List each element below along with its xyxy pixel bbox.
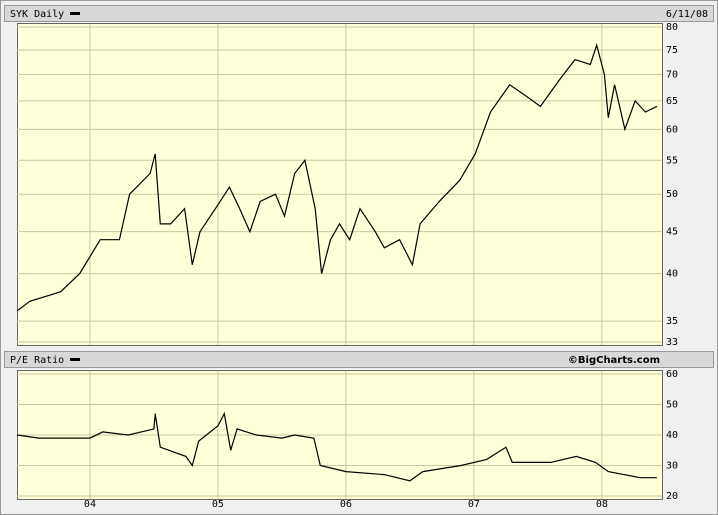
x-tick-label: 08 bbox=[596, 499, 608, 510]
plot-area bbox=[17, 23, 663, 346]
y-tick-label: 35 bbox=[666, 316, 678, 327]
y-tick-label: 75 bbox=[666, 45, 678, 56]
y-tick-label: 50 bbox=[666, 400, 678, 411]
chart-title: SYK Daily bbox=[10, 9, 64, 20]
y-tick-label: 65 bbox=[666, 96, 678, 107]
y-tick-label: 70 bbox=[666, 70, 678, 81]
y-tick-label: 60 bbox=[666, 124, 678, 135]
x-tick-label: 07 bbox=[468, 499, 480, 510]
y-tick-label: 50 bbox=[666, 189, 678, 200]
legend-swatch bbox=[70, 12, 80, 15]
y-tick-label: 80 bbox=[666, 22, 678, 33]
y-tick-label: 55 bbox=[666, 155, 678, 166]
header-bar bbox=[4, 5, 714, 22]
y-tick-label: 60 bbox=[666, 369, 678, 380]
y-tick-label: 40 bbox=[666, 269, 678, 280]
y-tick-label: 33 bbox=[666, 337, 678, 348]
y-tick-label: 20 bbox=[666, 491, 678, 502]
y-tick-label: 45 bbox=[666, 227, 678, 238]
chart-title: P/E Ratio bbox=[10, 355, 64, 366]
y-tick-label: 40 bbox=[666, 430, 678, 441]
price-line bbox=[16, 411, 657, 482]
date-label: 6/11/08 bbox=[666, 9, 708, 20]
legend-swatch bbox=[70, 358, 80, 361]
x-tick-label: 05 bbox=[212, 499, 224, 510]
x-tick-label: 04 bbox=[84, 499, 96, 510]
y-tick-label: 30 bbox=[666, 461, 678, 472]
x-tick-label: 06 bbox=[340, 499, 352, 510]
source-label: ©BigCharts.com bbox=[568, 355, 660, 366]
price-line bbox=[16, 43, 658, 312]
header-bar bbox=[4, 351, 714, 368]
